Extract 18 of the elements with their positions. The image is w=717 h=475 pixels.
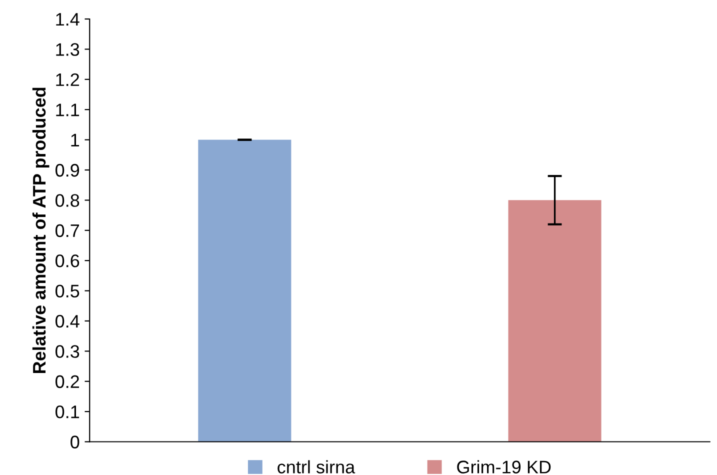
y-tick-label: 0.7 — [56, 224, 79, 238]
y-tick-label: 0.3 — [56, 345, 80, 358]
y-tick-label: 1.1 — [56, 104, 80, 116]
y-tick-label: 1 — [71, 134, 80, 146]
y-tick-label: 0.1 — [56, 405, 80, 418]
y-tick-label: 0.9 — [56, 164, 80, 177]
legend-label: Grim-19 KD — [457, 460, 551, 474]
y-tick-label: 0.8 — [56, 194, 80, 207]
y-tick-label: 1.4 — [56, 13, 80, 26]
y-tick-label: 0.4 — [56, 314, 80, 328]
y-axis-title: Relative amount of ATP produced — [32, 88, 50, 373]
legend-label: cntrl sirna — [278, 460, 356, 474]
y-tick-label: 0.6 — [56, 254, 80, 268]
y-tick-label: 0.5 — [56, 284, 80, 298]
y-tick-label: 0 — [70, 436, 80, 448]
y-tick-label: 1.3 — [56, 43, 80, 56]
y-tick-label: 0.2 — [56, 375, 79, 388]
y-tick-label: 1.2 — [56, 73, 79, 86]
